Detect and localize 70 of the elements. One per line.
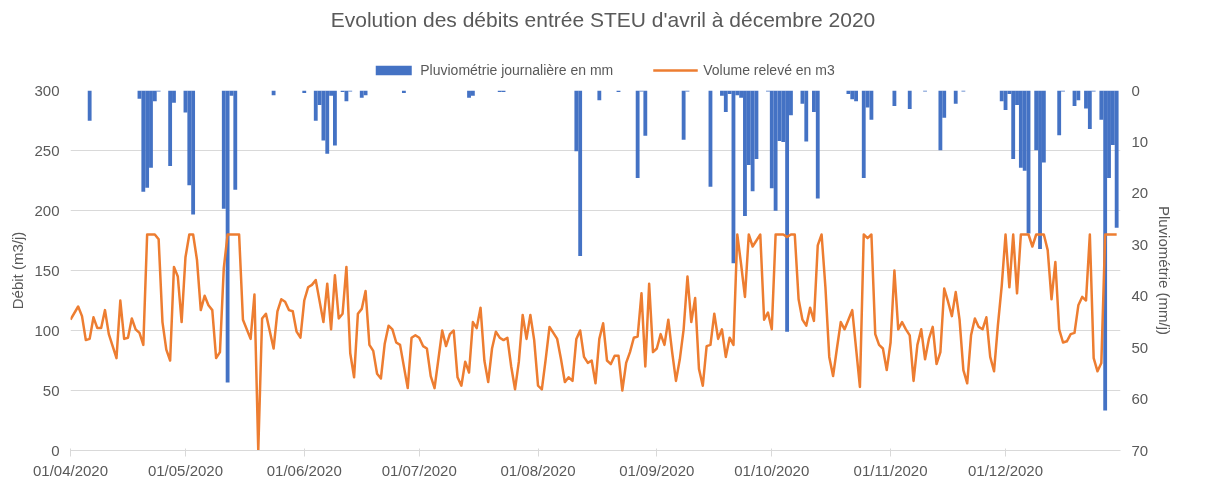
bar	[191, 90, 196, 215]
y2-tick-label: 50	[1131, 338, 1149, 356]
line-series	[70, 233, 1118, 451]
chart-title: Evolution des débits entrée STEU d'avril à décembre 2020	[330, 7, 876, 31]
y2-tick-label: 70	[1131, 441, 1149, 459]
bar	[233, 90, 238, 190]
bar	[861, 90, 866, 178]
bar	[1011, 90, 1016, 159]
bar	[578, 90, 583, 257]
bar	[141, 90, 146, 192]
bar	[145, 90, 150, 188]
x-tick-label: 01/11/2020	[853, 461, 928, 479]
legend-label: Pluviométrie journalière en mm	[420, 62, 614, 78]
bar	[953, 90, 958, 104]
bar	[333, 90, 337, 146]
x-tick-label: 01/09/2020	[619, 461, 695, 479]
bar	[225, 90, 230, 383]
bar	[743, 90, 747, 216]
y-tick-label: 300	[34, 81, 60, 99]
bar	[467, 90, 471, 98]
bar	[313, 90, 318, 121]
bar	[1038, 90, 1042, 249]
x-tick-label: 01/05/2020	[147, 461, 224, 479]
bar	[87, 90, 92, 121]
bar	[892, 90, 897, 106]
bar	[470, 90, 475, 96]
x-tick-label: 01/07/2020	[381, 461, 457, 479]
y2-tick-label: 0	[1131, 81, 1140, 99]
y2-axis-title: Pluviométrie (mm/j)	[1156, 205, 1174, 336]
bar	[785, 90, 790, 332]
y-tick-label: 150	[34, 261, 60, 279]
bar	[1114, 90, 1119, 228]
y2-tick-label: 30	[1131, 235, 1149, 253]
x-tick-label: 01/08/2020	[500, 461, 576, 479]
bar	[325, 90, 330, 154]
bar	[750, 90, 755, 192]
bar	[938, 90, 943, 151]
bar	[1057, 90, 1062, 136]
y-tick-label: 100	[34, 321, 60, 339]
y-tick-label: 200	[34, 201, 60, 219]
bar	[815, 90, 820, 199]
bar	[681, 90, 686, 140]
x-tick-label: 01/06/2020	[266, 461, 342, 479]
bar	[723, 90, 728, 113]
legend-label: Volume relevé en m3	[703, 62, 835, 78]
y2-tick-label: 60	[1131, 390, 1149, 408]
bar	[635, 90, 640, 178]
x-tick-label: 01/12/2020	[968, 461, 1044, 479]
x-tick-label: 01/10/2020	[734, 461, 810, 479]
bar	[850, 90, 855, 100]
bar	[359, 90, 364, 98]
y-tick-label: 250	[34, 141, 60, 159]
bar	[597, 90, 602, 101]
bar	[907, 90, 912, 110]
bar	[344, 90, 349, 102]
bar	[1087, 90, 1092, 130]
y2-tick-label: 10	[1131, 132, 1149, 150]
y-axis-title: Débit (m3/j)	[9, 231, 27, 310]
bar	[1018, 90, 1023, 168]
bar	[168, 90, 173, 167]
y2-tick-label: 20	[1131, 184, 1149, 202]
x-tick-label: 01/04/2020	[32, 461, 109, 479]
y-tick-label: 50	[42, 381, 60, 399]
bar	[804, 90, 809, 142]
bar	[854, 90, 858, 102]
bar	[773, 90, 778, 211]
bar	[869, 90, 874, 120]
y-tick-label: 0	[51, 441, 60, 459]
y2-tick-label: 40	[1131, 287, 1149, 305]
bar	[643, 90, 648, 136]
